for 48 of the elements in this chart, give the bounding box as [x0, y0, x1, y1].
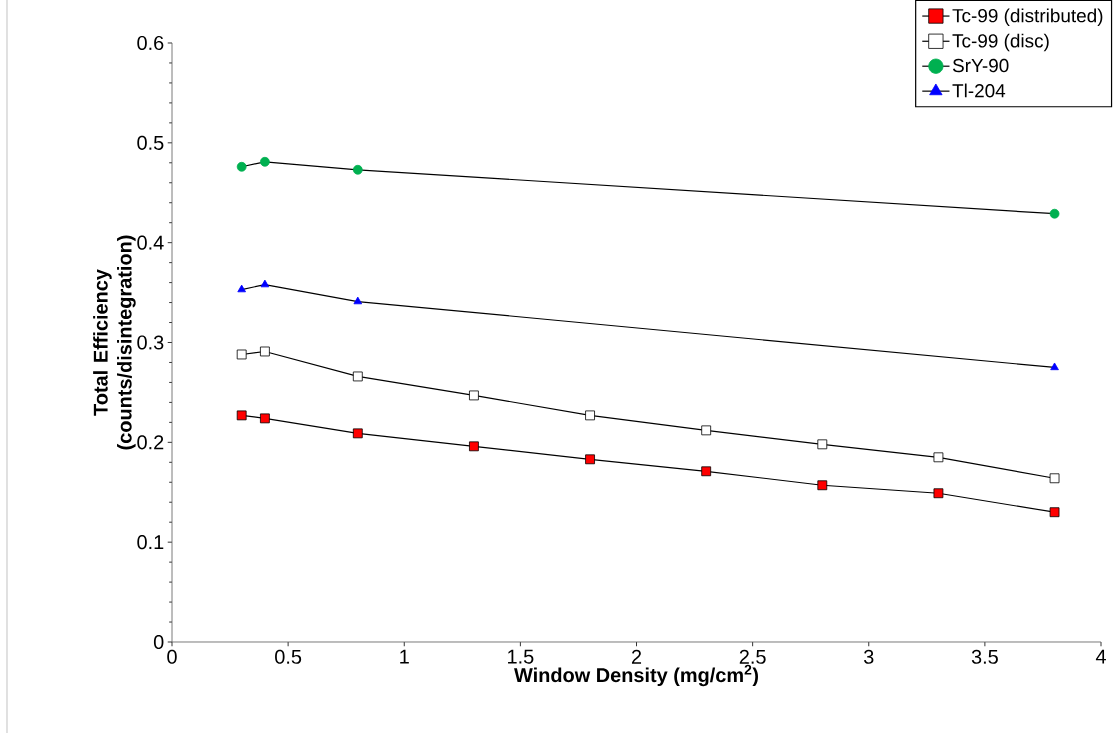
x-tick-label: 3.5	[971, 649, 998, 664]
point	[469, 441, 479, 452]
point	[1049, 507, 1060, 518]
x-tick-label: 0	[167, 649, 177, 664]
point	[1050, 362, 1059, 371]
legend-label: Tc-99 (disc)	[952, 33, 1049, 52]
point	[469, 390, 479, 401]
point	[1049, 473, 1060, 484]
y-axis-title: Total Efficiency (counts/disintegration)	[93, 235, 136, 450]
point	[236, 349, 247, 360]
y-tick-label: 0.4	[137, 235, 164, 250]
y-tick-label: 0.1	[137, 535, 164, 550]
y-tick-label: 0.2	[137, 435, 164, 450]
x-axis-title: Window Density (mg/cm$^{2}$)	[514, 664, 758, 687]
point	[817, 480, 828, 491]
x-tick-label: 1.5	[508, 649, 534, 664]
point	[585, 410, 595, 421]
point	[701, 425, 712, 436]
x-tick-label: 2	[631, 649, 642, 664]
point	[352, 428, 363, 439]
point	[260, 279, 270, 288]
legend-label: Tc-99 (distributed)	[952, 8, 1103, 27]
point	[933, 452, 944, 463]
point	[1049, 208, 1060, 219]
point	[237, 284, 246, 293]
point	[260, 346, 270, 357]
point	[701, 466, 712, 477]
legend-label: Tl-204	[952, 83, 1006, 98]
x-tick-label: 2.5	[739, 649, 766, 664]
point	[933, 488, 944, 499]
point	[236, 410, 247, 421]
point	[353, 296, 363, 305]
legend-label: SrY-90	[952, 58, 1009, 73]
x-tick-label: 3	[863, 649, 874, 664]
y-tick-label: 0.3	[137, 335, 164, 350]
point	[260, 413, 270, 424]
x-tick-label: 1	[400, 649, 409, 664]
y-tick-label: 0	[153, 634, 164, 650]
x-tick-label: 0.5	[275, 649, 302, 664]
point	[585, 454, 595, 465]
y-tick-label: 0.5	[137, 135, 164, 150]
point	[352, 371, 363, 382]
point	[817, 439, 828, 450]
x-tick-label: 4	[1095, 649, 1106, 664]
point	[236, 161, 247, 172]
point	[352, 164, 363, 175]
y-tick-label: 0.6	[137, 35, 164, 51]
point	[260, 156, 270, 167]
